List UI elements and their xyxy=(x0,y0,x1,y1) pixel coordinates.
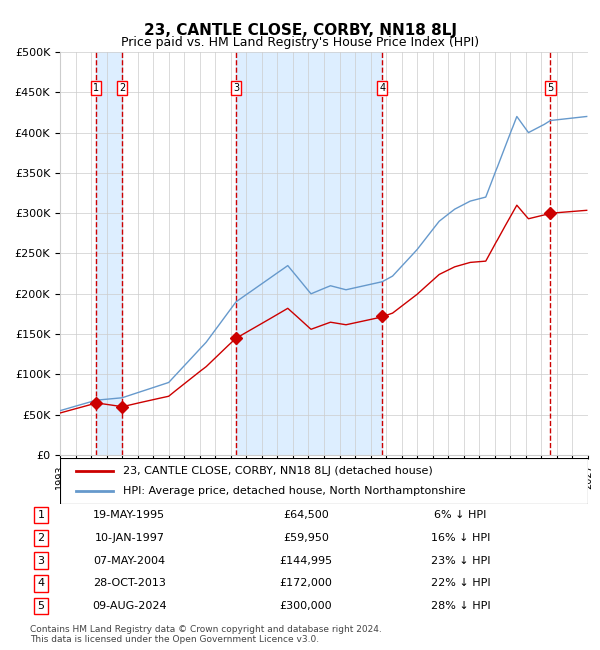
Text: This data is licensed under the Open Government Licence v3.0.: This data is licensed under the Open Gov… xyxy=(30,634,319,644)
Text: 5: 5 xyxy=(38,601,44,611)
Text: 28-OCT-2013: 28-OCT-2013 xyxy=(93,578,166,588)
Text: Price paid vs. HM Land Registry's House Price Index (HPI): Price paid vs. HM Land Registry's House … xyxy=(121,36,479,49)
Text: 3: 3 xyxy=(38,556,44,566)
Text: 4: 4 xyxy=(37,578,44,588)
Text: 1: 1 xyxy=(38,510,44,520)
Bar xyxy=(236,52,382,455)
Text: 22% ↓ HPI: 22% ↓ HPI xyxy=(431,578,490,588)
Bar xyxy=(96,52,122,455)
Text: 23% ↓ HPI: 23% ↓ HPI xyxy=(431,556,490,566)
Text: 23, CANTLE CLOSE, CORBY, NN18 8LJ (detached house): 23, CANTLE CLOSE, CORBY, NN18 8LJ (detac… xyxy=(124,466,433,476)
Text: 09-AUG-2024: 09-AUG-2024 xyxy=(92,601,167,611)
Text: 23, CANTLE CLOSE, CORBY, NN18 8LJ: 23, CANTLE CLOSE, CORBY, NN18 8LJ xyxy=(143,23,457,38)
Text: 1: 1 xyxy=(93,83,99,93)
Text: £172,000: £172,000 xyxy=(280,578,332,588)
Text: £59,950: £59,950 xyxy=(283,533,329,543)
Text: 5: 5 xyxy=(547,83,554,93)
Text: 4: 4 xyxy=(379,83,385,93)
Text: Contains HM Land Registry data © Crown copyright and database right 2024.: Contains HM Land Registry data © Crown c… xyxy=(30,625,382,634)
Text: HPI: Average price, detached house, North Northamptonshire: HPI: Average price, detached house, Nort… xyxy=(124,486,466,496)
Text: 16% ↓ HPI: 16% ↓ HPI xyxy=(431,533,490,543)
Text: 28% ↓ HPI: 28% ↓ HPI xyxy=(431,601,490,611)
Text: 6% ↓ HPI: 6% ↓ HPI xyxy=(434,510,487,520)
Text: 2: 2 xyxy=(37,533,44,543)
Text: 07-MAY-2004: 07-MAY-2004 xyxy=(93,556,166,566)
Text: 3: 3 xyxy=(233,83,239,93)
Text: £300,000: £300,000 xyxy=(280,601,332,611)
Text: 19-MAY-1995: 19-MAY-1995 xyxy=(93,510,166,520)
Text: £144,995: £144,995 xyxy=(280,556,332,566)
FancyBboxPatch shape xyxy=(60,458,588,504)
Text: 10-JAN-1997: 10-JAN-1997 xyxy=(94,533,164,543)
Text: £64,500: £64,500 xyxy=(283,510,329,520)
Text: 2: 2 xyxy=(119,83,125,93)
